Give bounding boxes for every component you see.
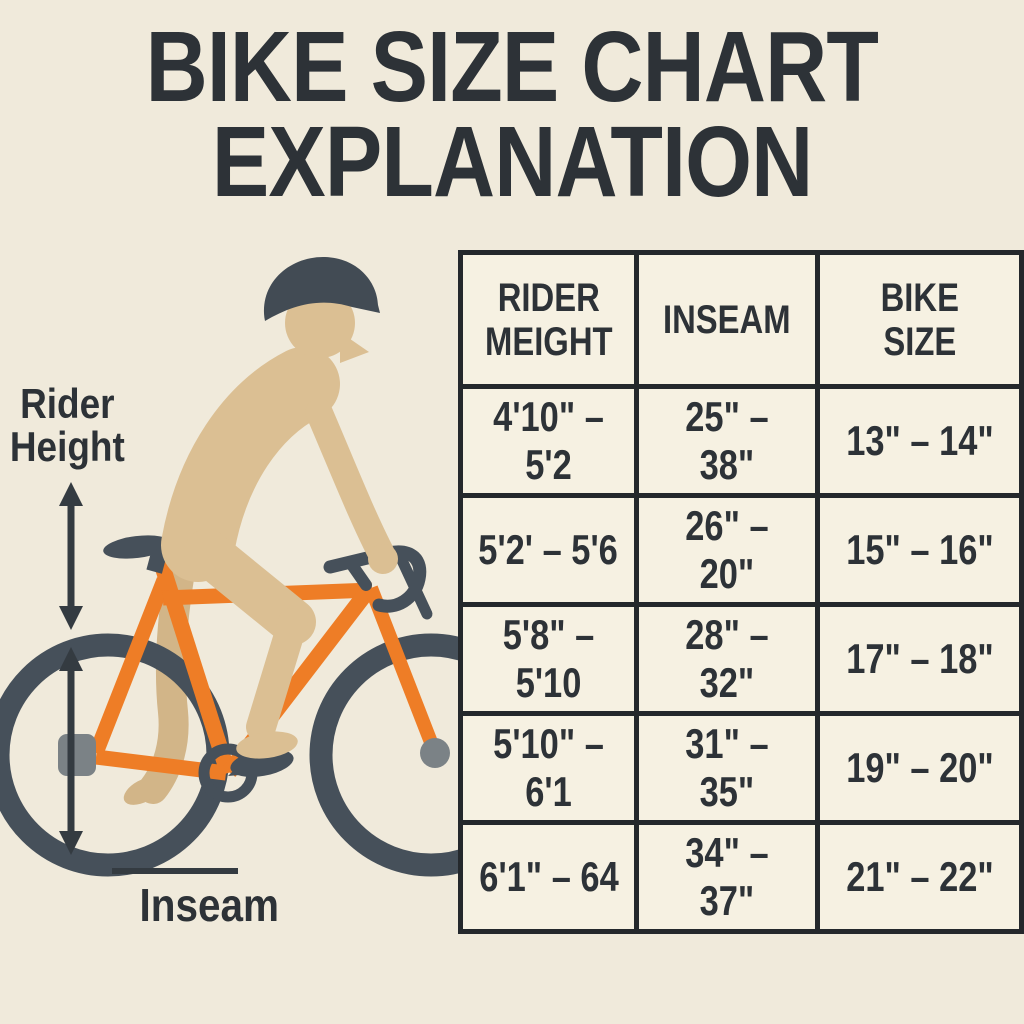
table-cell: 21" – 22" (814, 820, 1024, 934)
table-cell: 13" – 14" (814, 384, 1024, 498)
brake-lever (394, 550, 433, 620)
table-cell: 19" – 20" (814, 711, 1024, 825)
table-cell: 4'10" – 5'2 (457, 384, 640, 498)
table-header-cell: RIDER MEIGHT (457, 250, 640, 389)
rider-thigh (184, 529, 316, 645)
rider-torso (161, 347, 340, 582)
table-cell: 34" – 37" (634, 820, 820, 934)
arrow-down-head (59, 831, 83, 855)
page-title: BIKE SIZE CHART EXPLANATION (0, 11, 1024, 218)
table-cell: 17" – 18" (814, 602, 1024, 716)
rear-hub (58, 734, 96, 776)
seat-stay (89, 577, 171, 756)
table-cell: 26" – 20" (634, 493, 820, 607)
table-row: 5'2' – 5'6 26" – 20" 15" – 16" (457, 493, 1024, 607)
rider-foot (236, 731, 298, 759)
table-header-row: RIDER MEIGHT INSEAM BIKE SIZE (457, 250, 1024, 389)
rider-height-arrow-icon (59, 482, 83, 630)
inseam-arrow-icon (59, 647, 83, 855)
table-row: 4'10" – 5'2 25" – 38" 13" – 14" (457, 384, 1024, 498)
helmet-icon (264, 256, 380, 321)
table-cell: 25" – 38" (634, 384, 820, 498)
size-table-body: 4'10" – 5'2 25" – 38" 13" – 14" 5'2' – 5'6 2… (457, 384, 1024, 934)
measurement-annotations (59, 482, 238, 874)
arrow-up-head (59, 482, 83, 506)
table-cell: 5'2' – 5'6 (457, 493, 640, 607)
table-header-cell: INSEAM (634, 250, 820, 389)
arrow-down-head (59, 606, 83, 630)
table-cell: 15" – 16" (814, 493, 1024, 607)
table-cell: 28" – 32" (634, 602, 820, 716)
fork (364, 585, 441, 753)
table-cell: 31" – 35" (634, 711, 820, 825)
page-title-line2: EXPLANATION (211, 106, 813, 218)
arrow-up-head (59, 647, 83, 671)
inseam-label: Inseam (139, 879, 280, 931)
rider-head (285, 288, 355, 358)
page-title-line1: BIKE SIZE CHART (145, 11, 879, 123)
table-row: 5'8" – 5'10 28" – 32" 17" – 18" (457, 602, 1024, 716)
rider-far-foot (123, 777, 163, 805)
table-cell: 5'10" – 6'1 (457, 711, 640, 825)
rider-arm (305, 398, 395, 567)
bike-size-table: RIDER MEIGHT INSEAM BIKE SIZE 4'10" – 5'2 2… (457, 250, 1024, 934)
table-row: 5'10" – 6'1 31" – 35" 19" – 20" (457, 711, 1024, 825)
front-hub (420, 738, 450, 768)
table-cell: 6'1" – 64 (457, 820, 640, 934)
rider-face (340, 332, 369, 363)
table-row: 6'1" – 64 34" – 37" 21" – 22" (457, 820, 1024, 934)
rider-shin (246, 607, 308, 742)
inseam-baseline (112, 868, 238, 874)
rider-height-label: Rider Height (9, 380, 125, 470)
table-header-cell: BIKE SIZE (814, 250, 1024, 389)
cyclist-body (161, 256, 398, 759)
table-cell: 5'8" – 5'10 (457, 602, 640, 716)
rider-hand (368, 544, 398, 574)
